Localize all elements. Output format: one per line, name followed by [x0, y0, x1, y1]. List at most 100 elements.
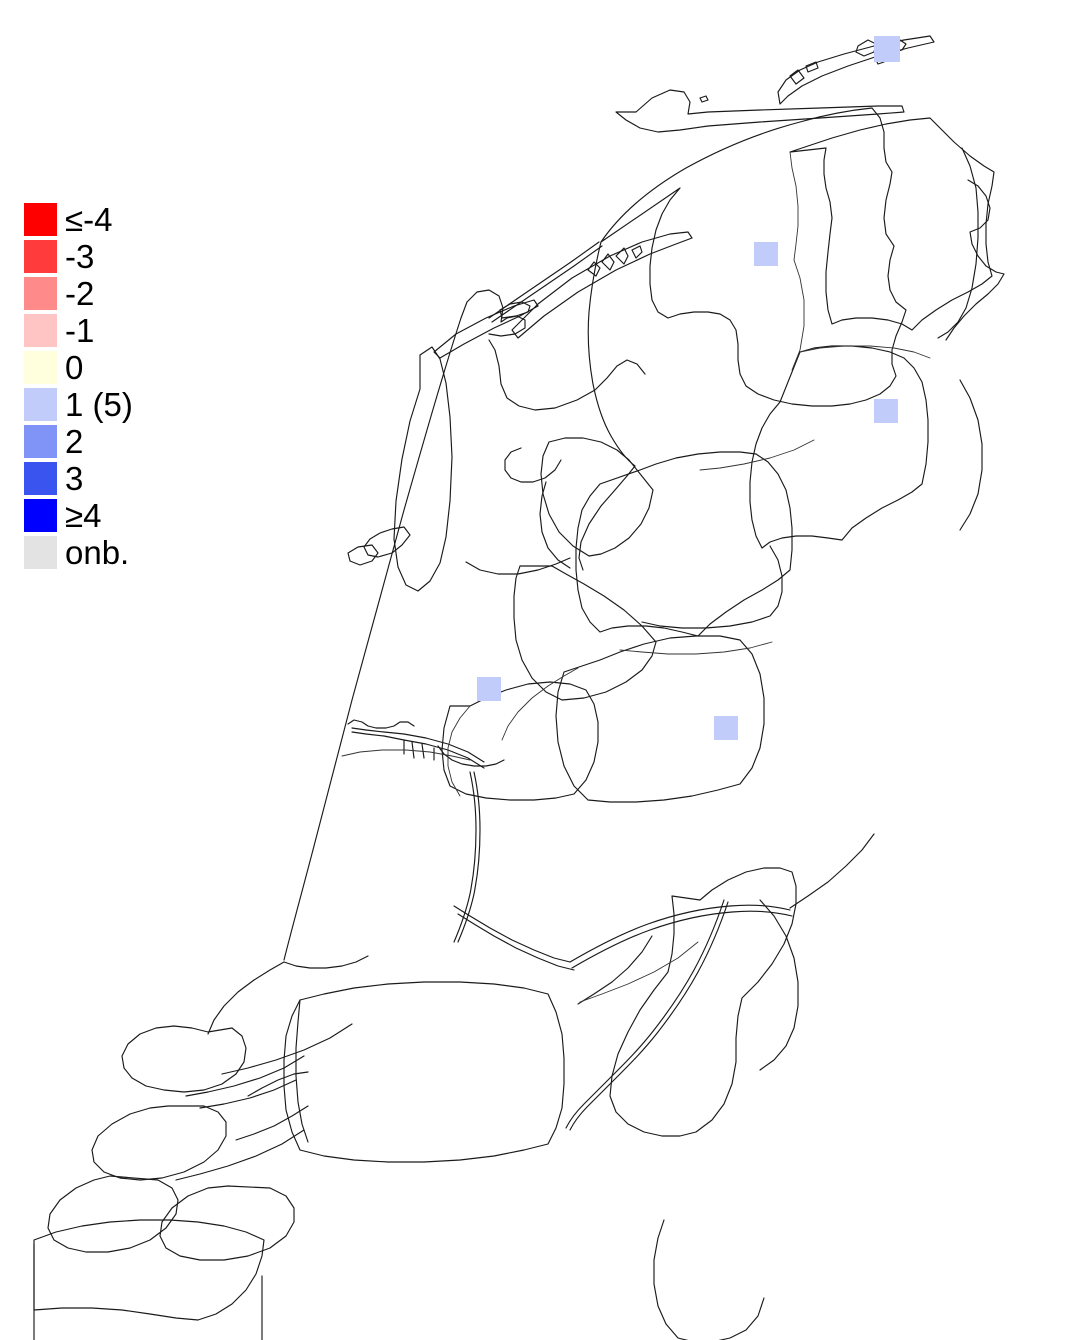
legend-swatch [24, 461, 57, 495]
legend: ≤-4 -3 -2 -1 0 1 (5) 2 3 ≥4 onb. [24, 202, 184, 572]
border-friesland-drenthe [791, 259, 805, 371]
legend-swatch [24, 276, 57, 310]
province-limburg [609, 867, 797, 1137]
legend-swatch [24, 350, 57, 384]
legend-swatch [24, 424, 57, 458]
coast-north-sea [283, 317, 462, 961]
brabant-east-border [577, 935, 653, 1005]
island-ameland [615, 89, 905, 133]
legend-label: ≤-4 [65, 200, 113, 238]
coast-zh-maasvlakte [207, 961, 285, 1035]
limburg-south [653, 1219, 765, 1340]
legend-swatch [24, 498, 57, 532]
grid-cell-rijn-oost[interactable] [714, 716, 738, 740]
coast-nh-wadden [488, 339, 646, 411]
legend-row[interactable]: -1 [24, 313, 184, 347]
coast-nh-ij-2 [539, 481, 571, 569]
border-utrecht-zh [447, 705, 471, 797]
coast-groningen-detail [945, 179, 1005, 341]
border-gelderland-utrecht [501, 667, 579, 741]
rijn-waal2 [571, 910, 793, 969]
noordzeekanaal-2 [351, 731, 485, 769]
afsluitdijk-2 [491, 245, 603, 323]
province-flevoland-noordoostpolder [540, 437, 654, 557]
island-texel-south [363, 526, 411, 558]
flevoland-ij [641, 545, 783, 629]
grid-cell-groningen[interactable] [754, 242, 778, 266]
coast-den-helder [460, 289, 526, 337]
legend-label: ≥4 [65, 496, 102, 534]
island-vlieland-east [499, 301, 531, 319]
grid-cell-gelderland[interactable] [477, 677, 501, 701]
limburg-maas [565, 899, 725, 1129]
island-texel-tip [347, 544, 379, 566]
limburg-german-border [759, 899, 799, 1071]
rijn-waal [569, 904, 791, 963]
legend-swatch [24, 387, 57, 421]
legend-row[interactable]: ≤-4 [24, 202, 184, 236]
province-utrecht [441, 681, 599, 801]
island-terschelling [511, 231, 693, 339]
coast-markermeer [465, 557, 571, 575]
legend-label: 1 (5) [65, 385, 133, 423]
grid-cell-drenthe[interactable] [874, 399, 898, 423]
island-goeree [121, 1025, 247, 1093]
border-drenthe-east [959, 379, 983, 531]
grid-cell-terschelling[interactable] [874, 36, 900, 62]
border-friesland-groningen [789, 151, 799, 261]
coast-friesland-sw [578, 465, 636, 571]
zeeuws-vlaanderen [33, 1219, 265, 1321]
delta-oosterschelde [185, 1055, 305, 1097]
island-terschelling-detail [587, 245, 643, 277]
amsterdam-canals [403, 739, 435, 761]
island-texel [393, 346, 453, 592]
legend-row[interactable]: onb. [24, 535, 184, 569]
coast-zh-hoek [283, 955, 369, 969]
legend-label: 0 [65, 348, 84, 386]
coast-friesland-ijsselmeer [587, 241, 636, 467]
legend-label: -3 [65, 237, 95, 275]
legend-label: -1 [65, 311, 95, 349]
legend-swatch [24, 535, 57, 569]
province-flevoland-flevopolder [513, 565, 657, 701]
legend-row[interactable]: 3 [24, 461, 184, 495]
legend-row[interactable]: 2 [24, 424, 184, 458]
legend-swatch [24, 239, 57, 273]
border-drenthe-overijssel [699, 439, 815, 471]
border-gelderland-brabant [579, 941, 699, 1003]
coast-nh-ijsselmeer [504, 447, 562, 483]
province-friesland [600, 107, 907, 407]
delta-detail-a [247, 1071, 309, 1097]
border-groningen-drenthe [799, 345, 931, 359]
legend-row[interactable]: -3 [24, 239, 184, 273]
delta-detail-b [235, 1105, 309, 1141]
legend-row[interactable]: -2 [24, 276, 184, 310]
legend-label: 3 [65, 459, 84, 497]
island-walcheren [47, 1175, 179, 1253]
delta-westerschelde [175, 1129, 305, 1181]
noordzeekanaal [351, 727, 485, 763]
island-schiermonnikoog-detail [789, 61, 819, 85]
island-zuid-beveland [159, 1185, 295, 1261]
rivier-lek [453, 771, 477, 943]
legend-row[interactable]: 1 (5) [24, 387, 184, 421]
border-overijssel-gelderland [619, 641, 773, 655]
province-drenthe [749, 345, 929, 549]
footer: Sovon Noordse Kauw - Coloeus monedula mo… [0, 1240, 1074, 1340]
legend-row[interactable]: ≥4 [24, 498, 184, 532]
legend-label: onb. [65, 533, 130, 571]
amsterdam-detail [347, 719, 415, 729]
delta-grevelingen [199, 1079, 297, 1109]
legend-swatch [24, 313, 57, 347]
border-nh-zh [341, 749, 471, 761]
province-groningen [789, 117, 995, 331]
brabant-belgian-border [295, 999, 309, 1143]
zeeuws-vlaanderen-border [33, 1243, 263, 1340]
limburg-maas2 [569, 901, 729, 1131]
island-ameland-dot [699, 95, 709, 103]
nieuwe-maas [457, 913, 575, 971]
legend-label: 2 [65, 422, 84, 460]
legend-row[interactable]: 0 [24, 350, 184, 384]
